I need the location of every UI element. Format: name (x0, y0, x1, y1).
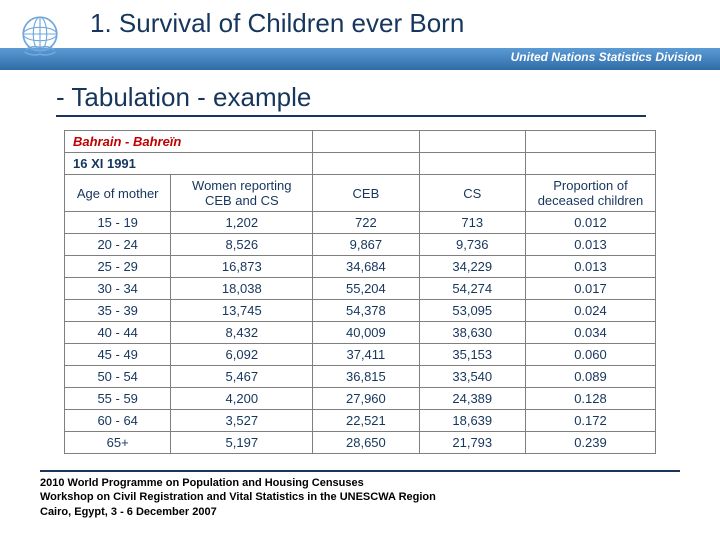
cell-age: 40 - 44 (65, 322, 171, 344)
un-logo-icon (12, 6, 68, 62)
cell-prop: 0.172 (525, 410, 655, 432)
cell-prop: 0.089 (525, 366, 655, 388)
cell-ceb: 9,867 (313, 234, 419, 256)
country-label: Bahrain - Bahreïn (65, 131, 313, 153)
cell-age: 35 - 39 (65, 300, 171, 322)
col-cs: CS (419, 175, 525, 212)
table-row: 20 - 248,5269,8679,7360.013 (65, 234, 656, 256)
org-name: United Nations Statistics Division (511, 50, 702, 64)
cell-cs: 713 (419, 212, 525, 234)
cell-prop: 0.239 (525, 432, 655, 454)
table-row: 35 - 3913,74554,37853,0950.024 (65, 300, 656, 322)
cell-ceb: 37,411 (313, 344, 419, 366)
cell-age: 45 - 49 (65, 344, 171, 366)
data-table: Bahrain - Bahreïn 16 XI 1991 Age of moth… (64, 130, 656, 454)
cell-women: 3,527 (171, 410, 313, 432)
table-row: 55 - 594,20027,96024,3890.128 (65, 388, 656, 410)
cell-ceb: 54,378 (313, 300, 419, 322)
cell-ceb: 40,009 (313, 322, 419, 344)
cell-prop: 0.034 (525, 322, 655, 344)
footer: 2010 World Programme on Population and H… (40, 470, 680, 519)
cell-cs: 54,274 (419, 278, 525, 300)
table-row: 40 - 448,43240,00938,6300.034 (65, 322, 656, 344)
cell-cs: 21,793 (419, 432, 525, 454)
col-age: Age of mother (65, 175, 171, 212)
cell-ceb: 27,960 (313, 388, 419, 410)
cell-prop: 0.012 (525, 212, 655, 234)
col-ceb: CEB (313, 175, 419, 212)
cell-women: 5,197 (171, 432, 313, 454)
cell-ceb: 34,684 (313, 256, 419, 278)
date-label: 16 XI 1991 (65, 153, 313, 175)
cell-women: 6,092 (171, 344, 313, 366)
cell-age: 50 - 54 (65, 366, 171, 388)
cell-age: 25 - 29 (65, 256, 171, 278)
table-header-row: Age of mother Women reporting CEB and CS… (65, 175, 656, 212)
cell-cs: 35,153 (419, 344, 525, 366)
cell-cs: 53,095 (419, 300, 525, 322)
cell-women: 8,432 (171, 322, 313, 344)
table-row: 60 - 643,52722,52118,6390.172 (65, 410, 656, 432)
cell-age: 65+ (65, 432, 171, 454)
cell-ceb: 36,815 (313, 366, 419, 388)
cell-women: 16,873 (171, 256, 313, 278)
cell-women: 13,745 (171, 300, 313, 322)
cell-age: 55 - 59 (65, 388, 171, 410)
cell-prop: 0.060 (525, 344, 655, 366)
cell-women: 8,526 (171, 234, 313, 256)
footer-line: Cairo, Egypt, 3 - 6 December 2007 (40, 505, 680, 519)
footer-line: 2010 World Programme on Population and H… (40, 476, 680, 490)
col-women: Women reporting CEB and CS (171, 175, 313, 212)
cell-cs: 38,630 (419, 322, 525, 344)
cell-cs: 18,639 (419, 410, 525, 432)
cell-cs: 33,540 (419, 366, 525, 388)
cell-cs: 34,229 (419, 256, 525, 278)
table-row: 65+5,19728,65021,7930.239 (65, 432, 656, 454)
cell-prop: 0.013 (525, 256, 655, 278)
table-row: 45 - 496,09237,41135,1530.060 (65, 344, 656, 366)
cell-women: 18,038 (171, 278, 313, 300)
cell-women: 4,200 (171, 388, 313, 410)
cell-cs: 24,389 (419, 388, 525, 410)
cell-age: 20 - 24 (65, 234, 171, 256)
subtitle: - Tabulation - example (56, 82, 646, 117)
cell-prop: 0.017 (525, 278, 655, 300)
table-row: 30 - 3418,03855,20454,2740.017 (65, 278, 656, 300)
cell-age: 30 - 34 (65, 278, 171, 300)
cell-women: 5,467 (171, 366, 313, 388)
cell-prop: 0.024 (525, 300, 655, 322)
table-row: Bahrain - Bahreïn (65, 131, 656, 153)
cell-ceb: 722 (313, 212, 419, 234)
cell-women: 1,202 (171, 212, 313, 234)
page-title: 1. Survival of Children ever Born (90, 8, 464, 39)
cell-prop: 0.013 (525, 234, 655, 256)
cell-ceb: 28,650 (313, 432, 419, 454)
cell-cs: 9,736 (419, 234, 525, 256)
cell-ceb: 22,521 (313, 410, 419, 432)
table-row: 50 - 545,46736,81533,5400.089 (65, 366, 656, 388)
table-row: 25 - 2916,87334,68434,2290.013 (65, 256, 656, 278)
col-prop: Proportion of deceased children (525, 175, 655, 212)
table-row: 15 - 191,2027227130.012 (65, 212, 656, 234)
cell-age: 60 - 64 (65, 410, 171, 432)
cell-age: 15 - 19 (65, 212, 171, 234)
footer-line: Workshop on Civil Registration and Vital… (40, 490, 680, 504)
cell-prop: 0.128 (525, 388, 655, 410)
cell-ceb: 55,204 (313, 278, 419, 300)
table-row: 16 XI 1991 (65, 153, 656, 175)
